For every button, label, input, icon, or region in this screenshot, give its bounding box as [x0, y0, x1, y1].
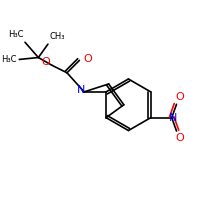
Text: CH₃: CH₃ [50, 32, 65, 41]
Text: H₃C: H₃C [1, 55, 16, 64]
Text: N: N [168, 113, 177, 123]
Text: O: O [175, 133, 184, 143]
Text: O: O [83, 54, 92, 64]
Text: H₃C: H₃C [9, 30, 24, 39]
Text: O: O [41, 57, 50, 67]
Text: O: O [175, 92, 184, 102]
Text: N: N [77, 85, 86, 95]
